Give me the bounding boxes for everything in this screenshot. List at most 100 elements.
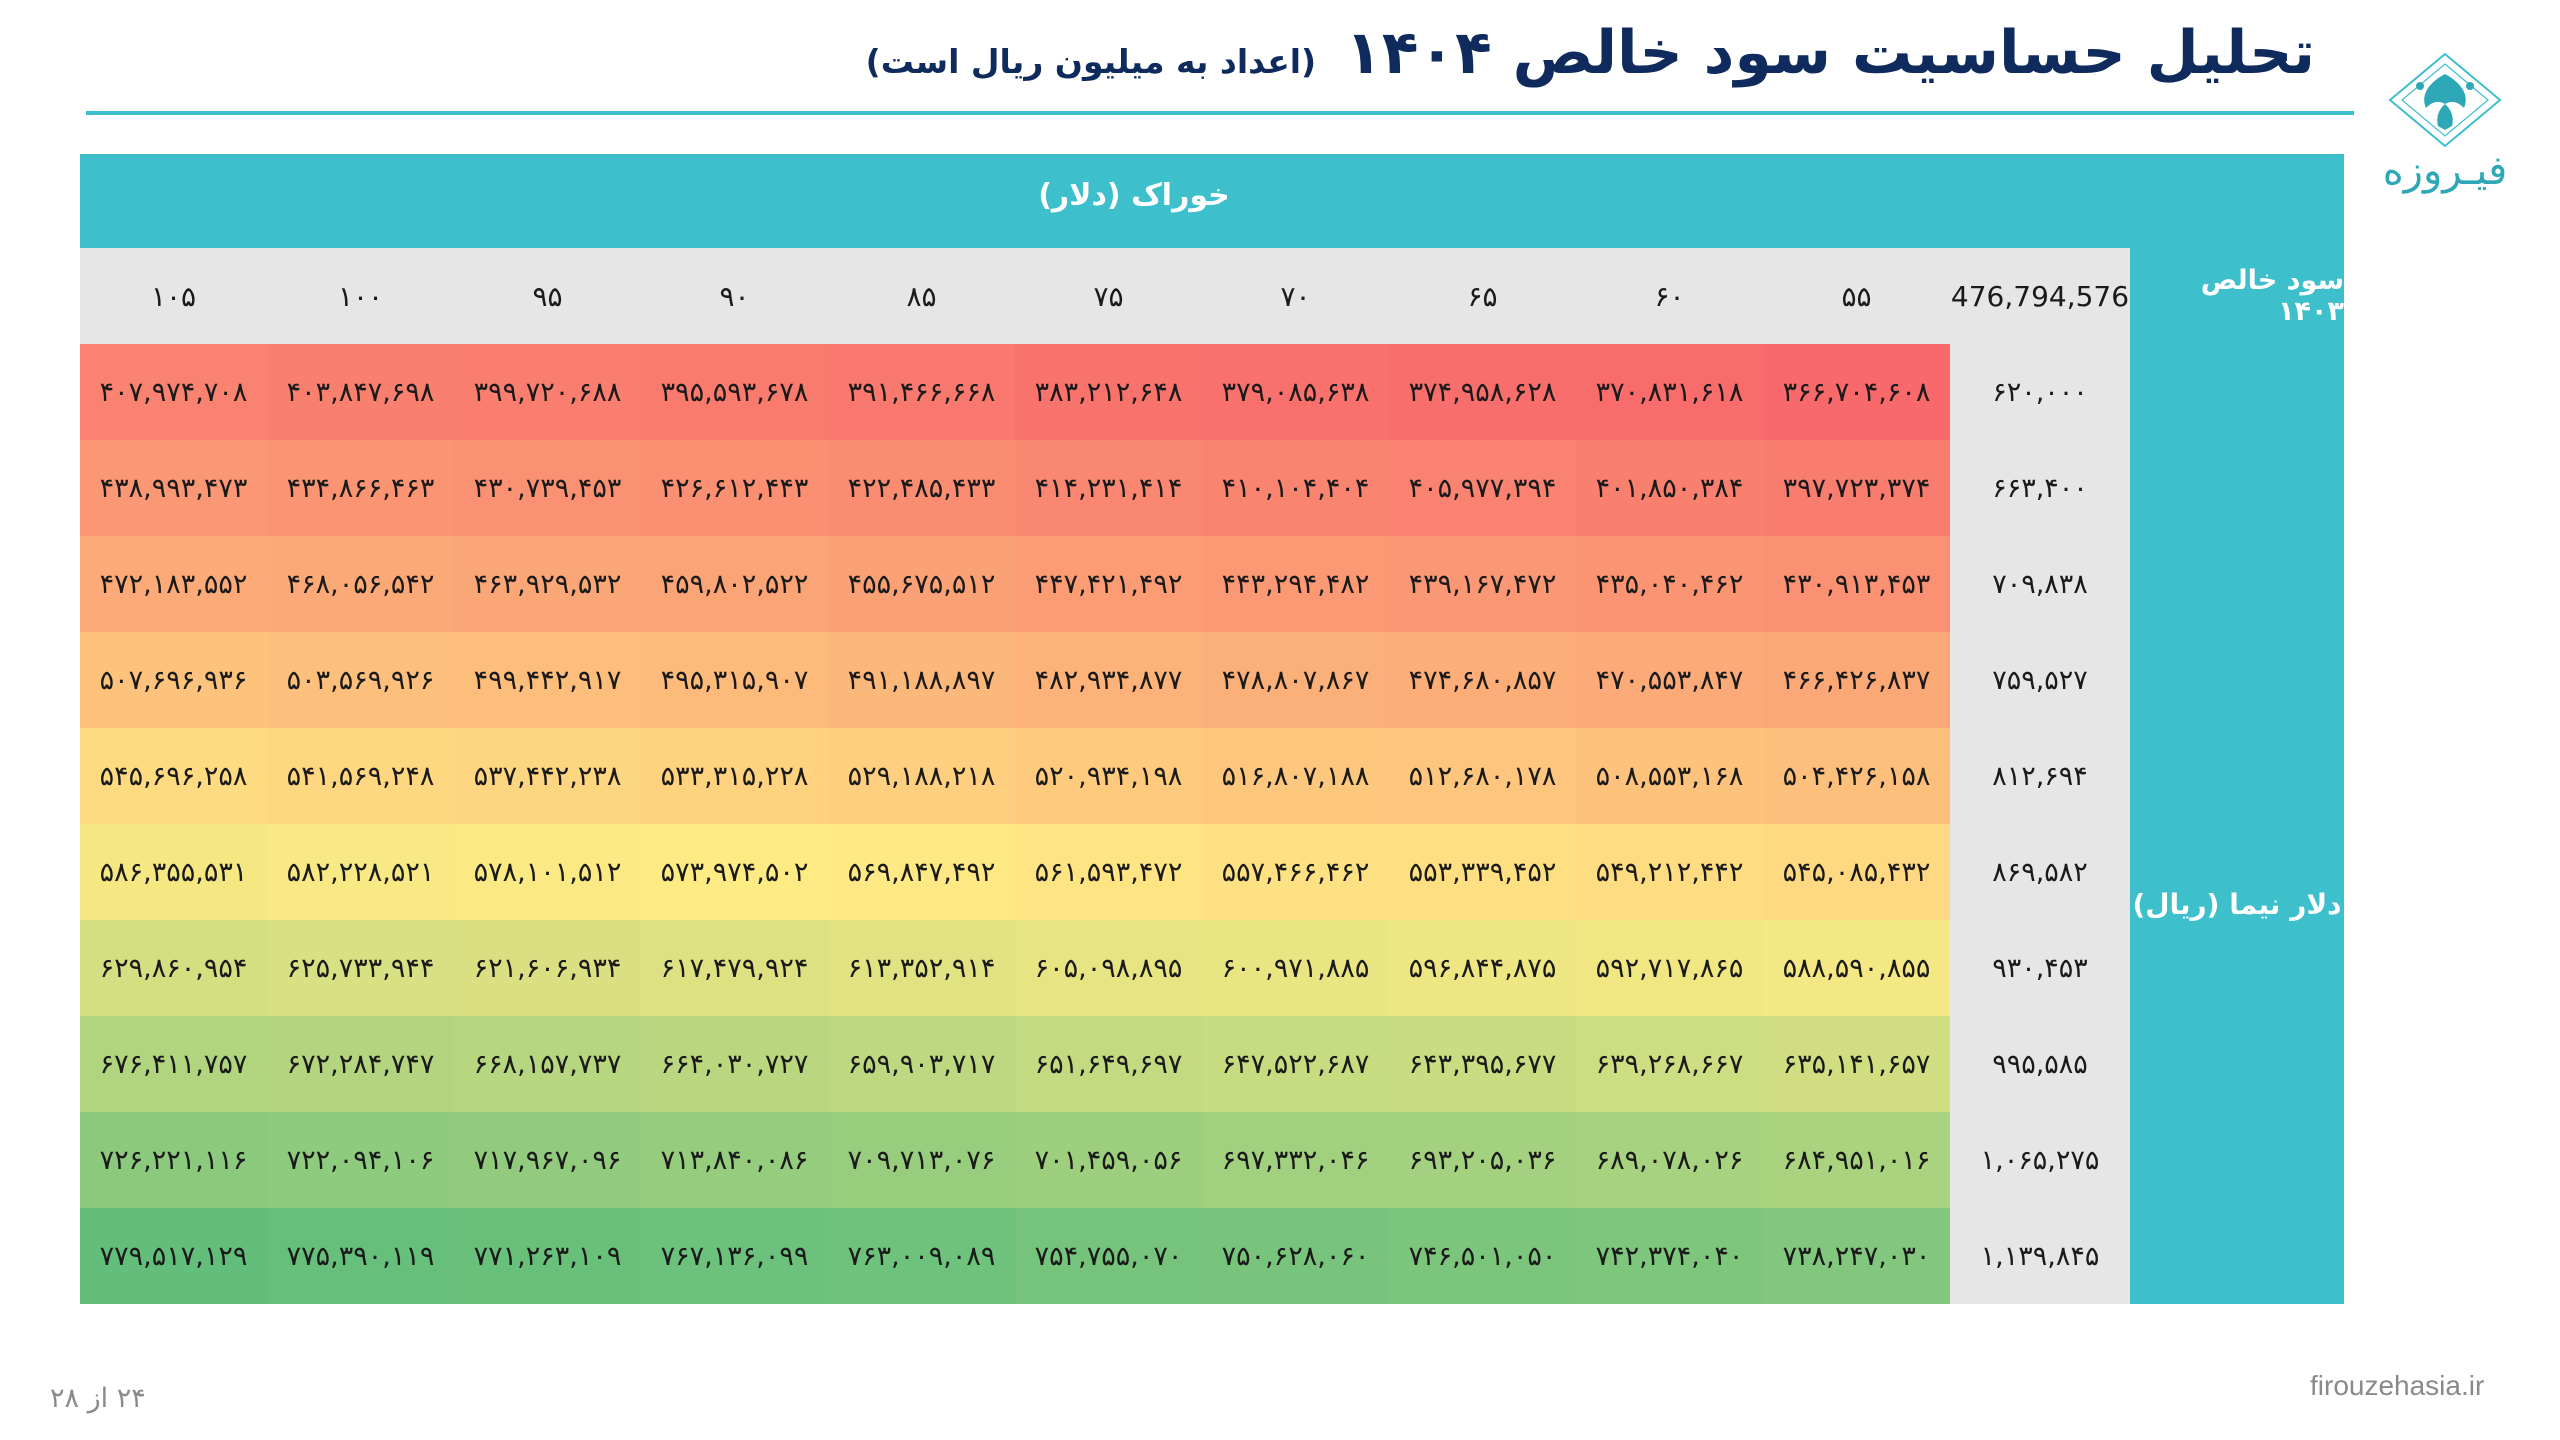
heatmap-cell: ۴۴۳,۲۹۴,۴۸۲ [1202,536,1389,632]
footer-url: firouzehasia.ir [2310,1370,2485,1401]
heatmap-cell: ۴۸۲,۹۳۴,۸۷۷ [1015,632,1202,728]
heatmap-cell: ۵۴۹,۲۱۲,۴۴۲ [1576,824,1763,920]
heatmap-cell: ۶۸۹,۰۷۸,۰۲۶ [1576,1112,1763,1208]
title-divider [86,111,2354,115]
heatmap-cell: ۶۱۷,۴۷۹,۹۲۴ [641,920,828,1016]
heatmap-cell: ۴۰۱,۸۵۰,۳۸۴ [1576,440,1763,536]
brand-logo: فیـروزه [2380,52,2510,222]
heatmap-cell: ۶۹۷,۳۳۲,۰۴۶ [1202,1112,1389,1208]
heatmap-cell: ۳۹۷,۷۲۳,۳۷۴ [1763,440,1950,536]
row-axis-panel: سود خالص ۱۴۰۳ دلار نیما (ریال) [2130,248,2344,1304]
heatmap-cell: ۵۲۰,۹۳۴,۱۹۸ [1015,728,1202,824]
heatmap-cell: ۴۱۰,۱۰۴,۴۰۴ [1202,440,1389,536]
heatmap-cell: ۴۷۴,۶۸۰,۸۵۷ [1389,632,1576,728]
heatmap-cell: ۷۲۶,۲۲۱,۱۱۶ [80,1112,267,1208]
sensitivity-table: خوراک (دلار) سود خالص ۱۴۰۳ دلار نیما (ری… [80,154,2344,1304]
table-row: ۵۰۴,۴۲۶,۱۵۸ ۵۰۸,۵۵۳,۱۶۸ ۵۱۲,۶۸۰,۱۷۸ ۵۱۶,۸۰۷… [80,728,1950,824]
heatmap-cell: ۵۱۶,۸۰۷,۱۸۸ [1202,728,1389,824]
heatmap-cell: ۷۲۲,۰۹۴,۱۰۶ [267,1112,454,1208]
heatmap-cell: ۵۶۹,۸۴۷,۴۹۲ [828,824,1015,920]
heatmap-cell: ۵۹۶,۸۴۴,۸۷۵ [1389,920,1576,1016]
heatmap-cell: ۴۹۹,۴۴۲,۹۱۷ [454,632,641,728]
heatmap-cell: ۶۳۵,۱۴۱,۶۵۷ [1763,1016,1950,1112]
heatmap-cell: ۵۵۷,۴۶۶,۴۶۲ [1202,824,1389,920]
heatmap-cell: ۳۹۹,۷۲۰,۶۸۸ [454,344,641,440]
heatmap-cell: ۳۷۰,۸۳۱,۶۱۸ [1576,344,1763,440]
heatmap-cell: ۶۹۳,۲۰۵,۰۳۶ [1389,1112,1576,1208]
heatmap-cell: ۶۶۸,۱۵۷,۷۳۷ [454,1016,641,1112]
heatmap-cell: ۵۱۲,۶۸۰,۱۷۸ [1389,728,1576,824]
heatmap-cell: ۵۰۸,۵۵۳,۱۶۸ [1576,728,1763,824]
heatmap-cell: ۴۳۴,۸۶۶,۴۶۳ [267,440,454,536]
heatmap-cell: ۶۸۴,۹۵۱,۰۱۶ [1763,1112,1950,1208]
heatmap-cell: ۵۴۵,۶۹۶,۲۵۸ [80,728,267,824]
heatmap-cell: ۴۲۶,۶۱۲,۴۴۳ [641,440,828,536]
dollar-rate-cell: ۶۲۰,۰۰۰ [1992,376,2088,408]
page-number: ۲۴ از ۲۸ [50,1383,146,1414]
slide-title: تحلیل حساسیت سود خالص ۱۴۰۴ (اعداد به میل… [815,18,2315,88]
heatmap-cell: ۴۶۶,۴۲۶,۸۳۷ [1763,632,1950,728]
heatmap-cell: ۶۱۳,۳۵۲,۹۱۴ [828,920,1015,1016]
base-net-profit: 476,794,576 [1950,279,2130,313]
heatmap-cell: ۴۱۴,۲۳۱,۴۱۴ [1015,440,1202,536]
heatmap-cell: ۷۱۳,۸۴۰,۰۸۶ [641,1112,828,1208]
column-header: ۷۰ [1280,279,1311,313]
heatmap-cell: ۵۳۳,۳۱۵,۲۲۸ [641,728,828,824]
heatmap-cell: ۷۱۷,۹۶۷,۰۹۶ [454,1112,641,1208]
heatmap-cell: ۴۷۰,۵۵۳,۸۴۷ [1576,632,1763,728]
heatmap-cell: ۷۵۰,۶۲۸,۰۶۰ [1202,1208,1389,1304]
heatmap-cell: ۶۰۰,۹۷۱,۸۸۵ [1202,920,1389,1016]
heatmap-cell: ۳۸۳,۲۱۲,۶۴۸ [1015,344,1202,440]
logo-text: فیـروزه [2382,148,2508,194]
heatmap-cell: ۴۳۵,۰۴۰,۴۶۲ [1576,536,1763,632]
column-header: ۱۰۰ [337,279,384,313]
heatmap-cell: ۷۴۲,۳۷۴,۰۴۰ [1576,1208,1763,1304]
table-row: ۵۴۵,۰۸۵,۴۳۲ ۵۴۹,۲۱۲,۴۴۲ ۵۵۳,۳۳۹,۴۵۲ ۵۵۷,۴۶۶… [80,824,1950,920]
dollar-rate-cell: ۷۰۹,۸۳۸ [1992,568,2088,600]
heatmap-cell: ۳۷۴,۹۵۸,۶۲۸ [1389,344,1576,440]
heatmap-cell: ۴۵۵,۶۷۵,۵۱۲ [828,536,1015,632]
firouzeh-flower-logo-icon [2388,52,2502,148]
heatmap-cell: ۳۹۵,۵۹۳,۶۷۸ [641,344,828,440]
column-header: ۶۰ [1654,279,1685,313]
heatmap-cell: ۴۷۲,۱۸۳,۵۵۲ [80,536,267,632]
heatmap-cell: ۴۹۱,۱۸۸,۸۹۷ [828,632,1015,728]
heatmap-cell: ۵۷۸,۱۰۱,۵۱۲ [454,824,641,920]
heatmap-cell: ۵۹۲,۷۱۷,۸۶۵ [1576,920,1763,1016]
table-row: ۳۹۷,۷۲۳,۳۷۴ ۴۰۱,۸۵۰,۳۸۴ ۴۰۵,۹۷۷,۳۹۴ ۴۱۰,۱۰۴… [80,440,1950,536]
heatmap-cell: ۶۲۹,۸۶۰,۹۵۴ [80,920,267,1016]
column-header: ۶۵ [1467,279,1498,313]
heatmap-cell: ۴۰۳,۸۴۷,۶۹۸ [267,344,454,440]
heatmap-cell: ۳۶۶,۷۰۴,۶۰۸ [1763,344,1950,440]
dollar-rate-cell: ۹۹۵,۵۸۵ [1992,1048,2088,1080]
column-header-row [80,248,2130,344]
table-row: ۶۸۴,۹۵۱,۰۱۶ ۶۸۹,۰۷۸,۰۲۶ ۶۹۳,۲۰۵,۰۳۶ ۶۹۷,۳۳۲… [80,1112,1950,1208]
heatmap-cell: ۷۶۳,۰۰۹,۰۸۹ [828,1208,1015,1304]
heatmap-cell: ۷۰۱,۴۵۹,۰۵۶ [1015,1112,1202,1208]
heatmap-cell: ۵۰۳,۵۶۹,۹۲۶ [267,632,454,728]
dollar-rate-cell: ۸۱۲,۶۹۴ [1992,760,2088,792]
heatmap-cell: ۷۰۹,۷۱۳,۰۷۶ [828,1112,1015,1208]
heatmap-cell: ۵۳۷,۴۴۲,۲۳۸ [454,728,641,824]
dollar-rate-cell: ۱,۰۶۵,۲۷۵ [1980,1144,2100,1176]
heatmap-cell: ۴۳۹,۱۶۷,۴۷۲ [1389,536,1576,632]
heatmap-cell: ۶۲۵,۷۳۳,۹۴۴ [267,920,454,1016]
heatmap-cell: ۶۴۷,۵۲۲,۶۸۷ [1202,1016,1389,1112]
title-main: تحلیل حساسیت سود خالص ۱۴۰۴ [1345,18,2315,88]
column-header: ۵۵ [1841,279,1872,313]
heatmap-cell: ۵۶۱,۵۹۳,۴۷۲ [1015,824,1202,920]
heatmap-cell: ۴۰۵,۹۷۷,۳۹۴ [1389,440,1576,536]
column-header: ۸۵ [906,279,937,313]
dollar-rate-cell: ۷۵۹,۵۲۷ [1992,664,2088,696]
dollar-rate-column: ۶۲۰,۰۰۰ ۶۶۳,۴۰۰ ۷۰۹,۸۳۸ ۷۵۹,۵۲۷ ۸۱۲,۶۹۴ ۸۶۹,۵… [1950,344,2130,1304]
heatmap-cell: ۶۵۱,۶۴۹,۶۹۷ [1015,1016,1202,1112]
heatmap-cell: ۴۶۳,۹۲۹,۵۳۲ [454,536,641,632]
heatmap-cell: ۵۰۷,۶۹۶,۹۳۶ [80,632,267,728]
heatmap-cell: ۵۸۶,۳۵۵,۵۳۱ [80,824,267,920]
row-axis-label: دلار نیما (ریال) [2132,888,2342,921]
heatmap-cell: ۳۹۱,۴۶۶,۶۶۸ [828,344,1015,440]
row-axis-top-label: سود خالص ۱۴۰۳ [2200,265,2344,327]
column-header: ۹۵ [532,279,563,313]
heatmap-cell: ۷۷۱,۲۶۳,۱۰۹ [454,1208,641,1304]
heatmap-cell: ۳۷۹,۰۸۵,۶۳۸ [1202,344,1389,440]
